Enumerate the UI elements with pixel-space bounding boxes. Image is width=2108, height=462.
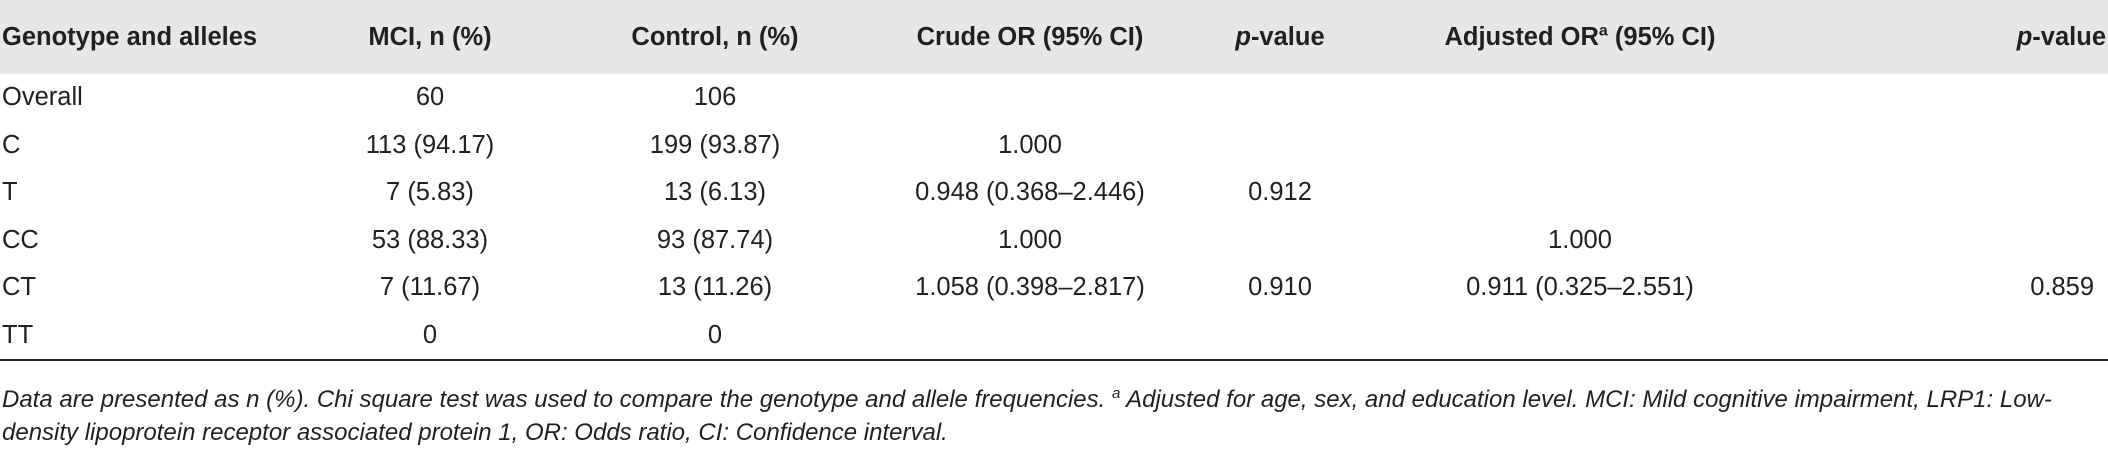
cell-mci: 53 (88.33) <box>371 225 489 254</box>
cell-genotype: TT <box>2 320 34 349</box>
cell-crude-or: 0.948 (0.368–2.446) <box>915 178 1145 207</box>
cell-genotype: CC <box>2 225 39 254</box>
cell-crude-or: 1.000 <box>998 130 1062 159</box>
cell-adjusted-p <box>1790 217 2108 265</box>
cell-mci: 60 <box>415 83 445 112</box>
header-control: Control, n (%) <box>631 22 799 51</box>
genotype-allele-table: Genotype and alleles MCI, n (%) Control,… <box>0 0 2108 360</box>
cell-crude-p <box>1190 217 1370 265</box>
genotype-table-container: Genotype and alleles MCI, n (%) Control,… <box>0 0 2108 360</box>
cell-control: 13 (6.13) <box>663 178 767 207</box>
cell-crude-p <box>1190 74 1370 122</box>
cell-mci: 0 <box>422 320 438 349</box>
cell-adjusted-or: 0.911 (0.325–2.551) <box>1466 273 1694 302</box>
cell-adjusted-p <box>1790 122 2108 170</box>
cell-adjusted-p <box>1790 169 2108 217</box>
cell-control: 13 (11.26) <box>657 273 773 302</box>
cell-adjusted-p <box>1790 74 2108 122</box>
cell-control: 93 (87.74) <box>656 225 774 254</box>
cell-crude-p <box>1190 122 1370 170</box>
table-row: CT 7 (11.67) 13 (11.26) 1.058 (0.398–2.8… <box>0 264 2108 312</box>
header-crude-p-value: p-value <box>1235 22 1325 51</box>
cell-control: 199 (93.87) <box>649 130 781 159</box>
cell-crude-p <box>1190 312 1370 360</box>
cell-crude-or: 1.000 <box>998 225 1062 254</box>
table-row: C 113 (94.17) 199 (93.87) 1.000 <box>0 122 2108 170</box>
table-row: TT 0 0 <box>0 312 2108 360</box>
header-adjusted-p-value: p-value <box>2016 22 2106 51</box>
header-genotype: Genotype and alleles <box>2 22 258 51</box>
cell-mci: 113 (94.17) <box>365 130 495 159</box>
cell-adjusted-or <box>1370 74 1790 122</box>
cell-mci: 7 (11.67) <box>379 273 481 302</box>
table-row: T 7 (5.83) 13 (6.13) 0.948 (0.368–2.446)… <box>0 169 2108 217</box>
table-row: Overall 60 106 <box>0 74 2108 122</box>
cell-adjusted-or <box>1370 122 1790 170</box>
cell-crude-or <box>870 312 1190 360</box>
footnote-text-part1: Data are presented as n (%). Chi square … <box>2 386 1112 413</box>
header-mci: MCI, n (%) <box>368 22 492 51</box>
header-crude-or: Crude OR (95% CI) <box>916 22 1144 51</box>
table-footnote: Data are presented as n (%). Chi square … <box>2 383 2106 449</box>
cell-mci: 7 (5.83) <box>386 178 474 207</box>
cell-crude-or: 1.058 (0.398–2.817) <box>915 273 1145 302</box>
cell-adjusted-p: 0.859 <box>2030 273 2094 302</box>
header-adjusted-or: Adjusted ORa (95% CI) <box>1444 22 1716 51</box>
cell-control: 0 <box>707 320 723 349</box>
cell-genotype: T <box>2 178 18 207</box>
cell-crude-p: 0.910 <box>1248 273 1312 302</box>
cell-genotype: CT <box>2 273 36 302</box>
cell-control: 106 <box>693 83 737 112</box>
table-header-row: Genotype and alleles MCI, n (%) Control,… <box>0 0 2108 74</box>
table-row: CC 53 (88.33) 93 (87.74) 1.000 1.000 <box>0 217 2108 265</box>
cell-genotype: C <box>2 130 21 159</box>
cell-crude-or <box>870 74 1190 122</box>
cell-crude-p: 0.912 <box>1248 178 1312 207</box>
cell-adjusted-or: 1.000 <box>1548 225 1612 254</box>
cell-adjusted-or <box>1370 169 1790 217</box>
cell-adjusted-p <box>1790 312 2108 360</box>
cell-genotype: Overall <box>2 83 83 112</box>
footnote-superscript: a <box>1111 385 1121 402</box>
cell-adjusted-or <box>1370 312 1790 360</box>
footnote-text-part2: Adjusted for age, sex, and education lev… <box>2 386 2052 446</box>
